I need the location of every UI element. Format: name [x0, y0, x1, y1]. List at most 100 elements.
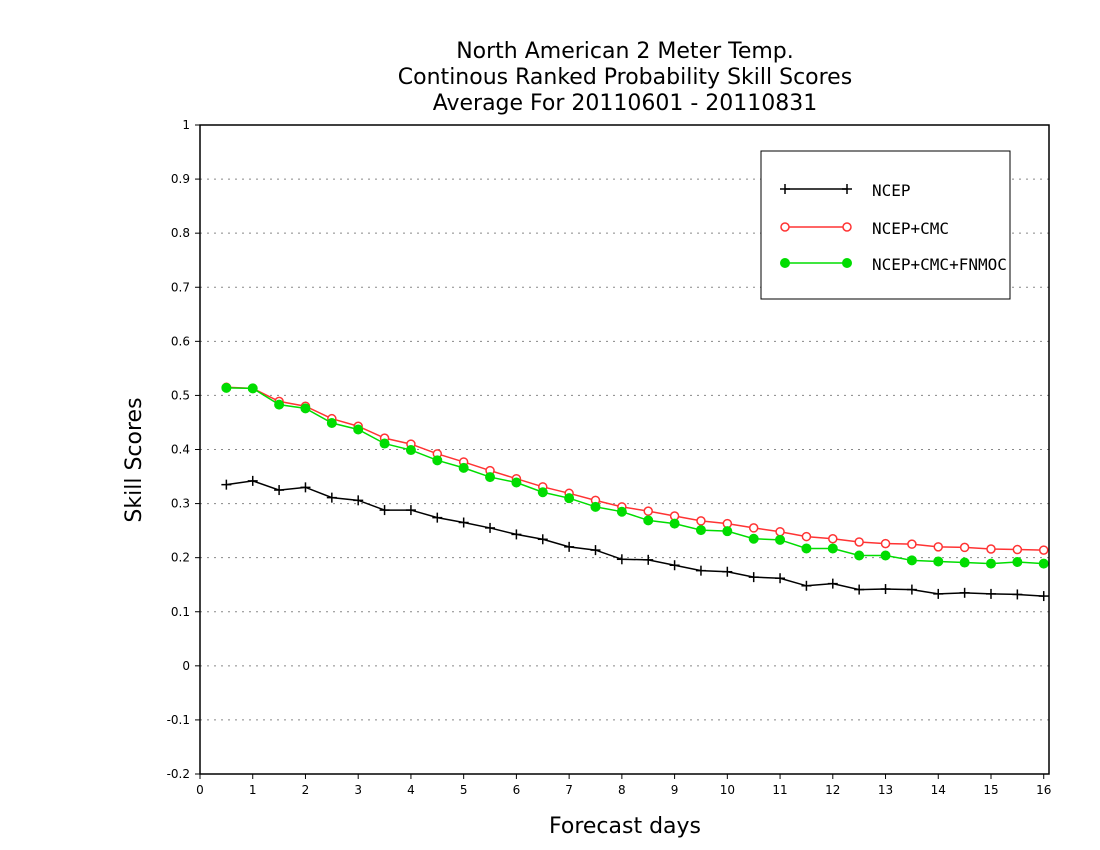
data-point-ncep-cmc-fnmoc	[643, 515, 654, 526]
data-point-ncep	[537, 534, 548, 545]
data-point-ncep	[432, 512, 443, 523]
data-point-ncep	[933, 588, 944, 599]
series-line-ncep-cmc-fnmoc	[226, 387, 1044, 565]
x-tick-label: 7	[565, 783, 573, 797]
data-point-ncep-cmc	[748, 523, 759, 533]
gridlines	[200, 178, 1049, 721]
series-group	[221, 382, 1049, 602]
data-point-ncep	[247, 475, 258, 486]
data-point-ncep	[616, 554, 627, 565]
x-tick-label: 8	[618, 783, 626, 797]
data-point-ncep-cmc-fnmoc	[432, 455, 443, 466]
y-axis-title: Skill Scores	[122, 397, 147, 522]
x-tick-label: 1	[249, 783, 257, 797]
title-line-2: Continous Ranked Probability Skill Score…	[398, 65, 852, 90]
data-point-ncep	[300, 482, 311, 493]
data-point-ncep-cmc-fnmoc	[827, 543, 838, 554]
y-tick-label: 0.2	[171, 551, 190, 565]
y-tick-label: 0	[182, 659, 190, 673]
data-point-ncep-cmc-fnmoc	[748, 533, 759, 544]
data-point-ncep-cmc	[801, 531, 812, 542]
x-tick-label: 14	[931, 783, 946, 797]
data-point-ncep-cmc-fnmoc	[590, 501, 601, 512]
series-ncep	[221, 475, 1049, 602]
legend-marker-end	[842, 184, 852, 194]
data-point-ncep-cmc-fnmoc	[669, 518, 680, 529]
y-tick-label: 0.7	[171, 280, 190, 294]
data-point-ncep-cmc	[854, 537, 864, 547]
x-tick-label: 3	[354, 783, 362, 797]
data-point-ncep-cmc	[1012, 544, 1023, 555]
series-line-ncep	[226, 480, 1044, 597]
data-point-ncep-cmc-fnmoc	[985, 558, 996, 569]
legend-box	[760, 150, 1011, 300]
data-point-ncep-cmc	[828, 533, 838, 544]
plot-frame	[199, 124, 1050, 775]
data-point-ncep	[353, 495, 364, 506]
data-point-ncep-cmc	[696, 516, 706, 526]
legend-swatch-ncep-cmc	[780, 222, 852, 232]
data-point-ncep-cmc-fnmoc	[353, 424, 364, 435]
legend-marker-end	[842, 222, 852, 232]
legend-label-ncep: NCEP	[872, 181, 911, 200]
x-tick-label: 11	[772, 783, 787, 797]
y-tick-label: 0.1	[171, 605, 190, 619]
data-point-ncep	[326, 492, 337, 503]
legend-label-ncep-cmc: NCEP+CMC	[872, 219, 949, 238]
data-point-ncep	[221, 479, 232, 490]
y-tick-label: 0.8	[171, 226, 190, 240]
data-point-ncep	[379, 505, 390, 516]
y-tick-label: 0.6	[171, 334, 190, 348]
data-point-ncep	[1038, 591, 1049, 602]
x-tick-label: 4	[407, 783, 415, 797]
series-ncep-cmc-fnmoc	[221, 382, 1049, 569]
data-point-ncep-cmc-fnmoc	[405, 445, 416, 456]
y-tick-label: 0.5	[171, 388, 190, 402]
data-point-ncep-cmc-fnmoc	[379, 438, 390, 449]
data-point-ncep-cmc-fnmoc	[1012, 556, 1023, 567]
y-tick-label: 0.4	[171, 443, 190, 457]
x-tick-label: 9	[671, 783, 679, 797]
legend: NCEP NCEP+CMC NCEP+CMC+FNMOC	[760, 150, 1011, 300]
data-point-ncep-cmc-fnmoc	[458, 462, 469, 473]
data-point-ncep	[722, 566, 733, 577]
data-point-ncep	[985, 588, 996, 599]
x-axis: 0 1 2 3 4 5 6 7 8 9 10 11 12 13 14 15 16	[196, 774, 1051, 797]
y-tick-label: 1	[182, 118, 190, 132]
data-point-ncep	[511, 529, 522, 540]
data-point-ncep-cmc	[775, 526, 785, 537]
x-tick-label: 10	[720, 783, 735, 797]
x-tick-label: 16	[1036, 783, 1051, 797]
legend-entries	[780, 184, 852, 268]
data-point-ncep-cmc-fnmoc	[722, 526, 733, 537]
y-tick-label: 0.3	[171, 497, 190, 511]
legend-marker-start	[780, 258, 790, 268]
series-line-ncep-cmc	[226, 386, 1044, 551]
data-point-ncep	[775, 573, 786, 584]
data-point-ncep-cmc-fnmoc	[959, 557, 970, 568]
legend-swatch-ncep-cmc-fnmoc	[780, 258, 852, 268]
x-tick-label: 6	[513, 783, 521, 797]
data-point-ncep-cmc	[1038, 545, 1049, 555]
data-point-ncep-cmc-fnmoc	[537, 487, 548, 498]
data-point-ncep-cmc-fnmoc	[616, 506, 627, 517]
legend-swatch-ncep	[780, 184, 852, 194]
data-point-ncep	[669, 560, 680, 571]
data-point-ncep	[590, 545, 601, 556]
data-point-ncep-cmc-fnmoc	[247, 383, 258, 394]
data-point-ncep-cmc-fnmoc	[564, 493, 575, 504]
data-point-ncep-cmc-fnmoc	[326, 417, 337, 428]
legend-marker-end	[842, 258, 852, 268]
legend-marker-start	[780, 184, 790, 194]
data-point-ncep	[827, 578, 838, 589]
y-tick-label: 0.9	[171, 172, 190, 186]
data-point-ncep-cmc	[643, 506, 653, 516]
chart-title: North American 2 Meter Temp. Continous R…	[398, 39, 852, 116]
data-point-ncep-cmc	[907, 539, 917, 549]
y-axis: -0.2 -0.1 0 0.1 0.2 0.3 0.4 0.5 0.6 0.7 0.8 0.9 1	[167, 118, 200, 781]
x-tick-label: 12	[825, 783, 840, 797]
data-point-ncep-cmc-fnmoc	[485, 472, 496, 483]
data-point-ncep-cmc-fnmoc	[511, 477, 522, 488]
data-point-ncep-cmc	[959, 542, 970, 553]
